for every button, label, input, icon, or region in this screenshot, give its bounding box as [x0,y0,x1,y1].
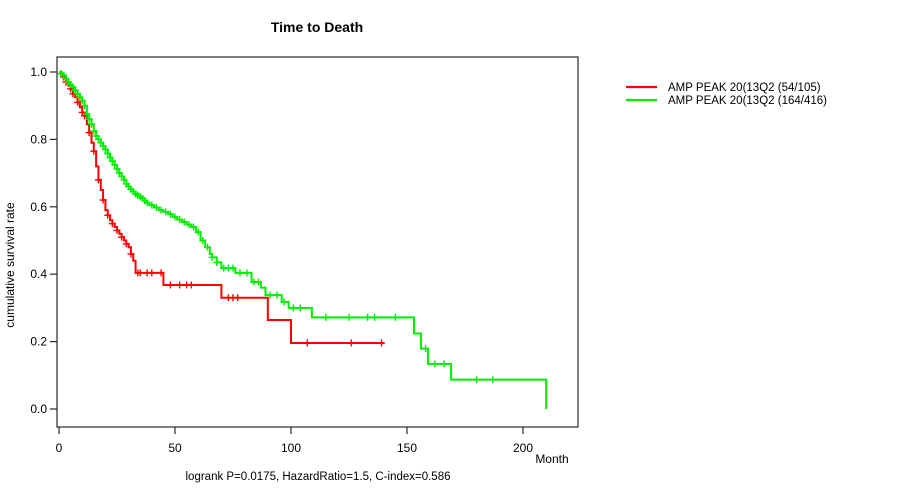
x-tick-label: 150 [397,441,417,455]
survival-curve [59,71,384,344]
censor-marks [57,70,497,384]
legend-label-green: AMP PEAK 20(13Q2 (164/416) [668,95,827,107]
x-tick-label: 50 [168,441,182,455]
y-tick-label: 0.6 [30,200,47,214]
x-axis-title: Month [535,452,568,466]
y-tick-label: 0.0 [30,402,47,416]
y-tick-label: 0.4 [30,267,47,281]
y-axis: 0.0 0.2 0.4 0.6 0.8 1.0 [30,65,57,416]
footer-annotation: logrank P=0.0175, HazardRatio=1.5, C-ind… [186,471,451,483]
y-tick-label: 0.2 [30,335,47,349]
legend: AMP PEAK 20(13Q2 (54/105) AMP PEAK 20(13… [626,82,827,107]
censor-marks [60,73,385,347]
x-tick-label: 0 [56,441,63,455]
y-tick-label: 1.0 [30,65,47,79]
legend-label-red: AMP PEAK 20(13Q2 (54/105) [668,82,821,94]
plot-box [56,56,579,428]
x-tick-label: 100 [281,441,301,455]
y-tick-label: 0.8 [30,132,47,146]
x-axis: 0 50 100 150 200 [56,427,533,455]
survival-curve [59,71,548,409]
y-axis-title: cumulative survival rate [3,202,17,328]
survival-curves [57,70,548,409]
x-tick-label: 200 [513,441,533,455]
chart-title: Time to Death [271,19,363,35]
